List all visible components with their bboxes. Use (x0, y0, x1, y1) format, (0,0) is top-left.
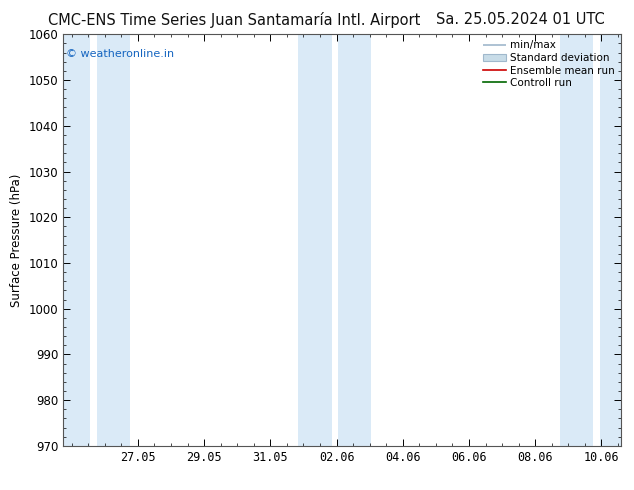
Bar (600, 34, 621, 446)
Bar (560, 34, 593, 446)
Text: Sa. 25.05.2024 01 UTC: Sa. 25.05.2024 01 UTC (436, 12, 604, 27)
Bar (299, 34, 332, 446)
Bar (338, 34, 372, 446)
Text: © weatheronline.in: © weatheronline.in (66, 49, 174, 59)
Y-axis label: Surface Pressure (hPa): Surface Pressure (hPa) (10, 173, 23, 307)
Legend: min/max, Standard deviation, Ensemble mean run, Controll run: min/max, Standard deviation, Ensemble me… (481, 38, 617, 90)
Text: CMC-ENS Time Series Juan Santamaría Intl. Airport: CMC-ENS Time Series Juan Santamaría Intl… (48, 12, 421, 28)
Bar (96, 34, 129, 446)
Bar (63, 34, 90, 446)
